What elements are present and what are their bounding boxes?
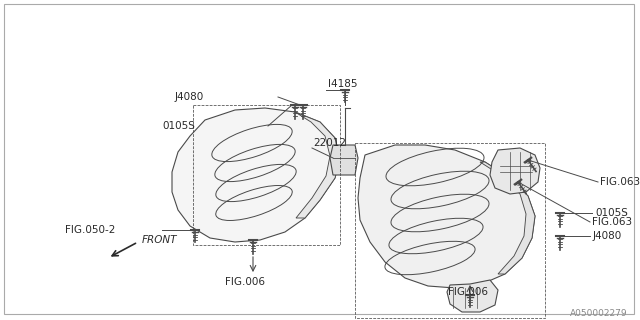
Text: FRONT: FRONT: [142, 235, 177, 245]
Text: FIG.006: FIG.006: [448, 287, 488, 297]
Polygon shape: [447, 280, 498, 312]
Polygon shape: [480, 162, 535, 274]
Text: FIG.006: FIG.006: [225, 277, 265, 287]
Polygon shape: [358, 145, 535, 288]
Polygon shape: [330, 145, 358, 175]
Text: J4080: J4080: [175, 92, 204, 102]
Polygon shape: [172, 108, 340, 242]
Text: FIG.050-2: FIG.050-2: [65, 225, 115, 235]
Polygon shape: [490, 148, 540, 194]
Text: J4080: J4080: [593, 231, 622, 241]
Text: A050002279: A050002279: [570, 309, 628, 318]
Text: 0105S: 0105S: [595, 208, 628, 218]
Text: FIG.063: FIG.063: [600, 177, 640, 187]
Text: FIG.063: FIG.063: [592, 217, 632, 227]
Text: 22012: 22012: [313, 138, 346, 148]
Text: I4185: I4185: [328, 79, 358, 89]
Polygon shape: [295, 112, 340, 218]
Text: 0105S: 0105S: [162, 121, 195, 131]
